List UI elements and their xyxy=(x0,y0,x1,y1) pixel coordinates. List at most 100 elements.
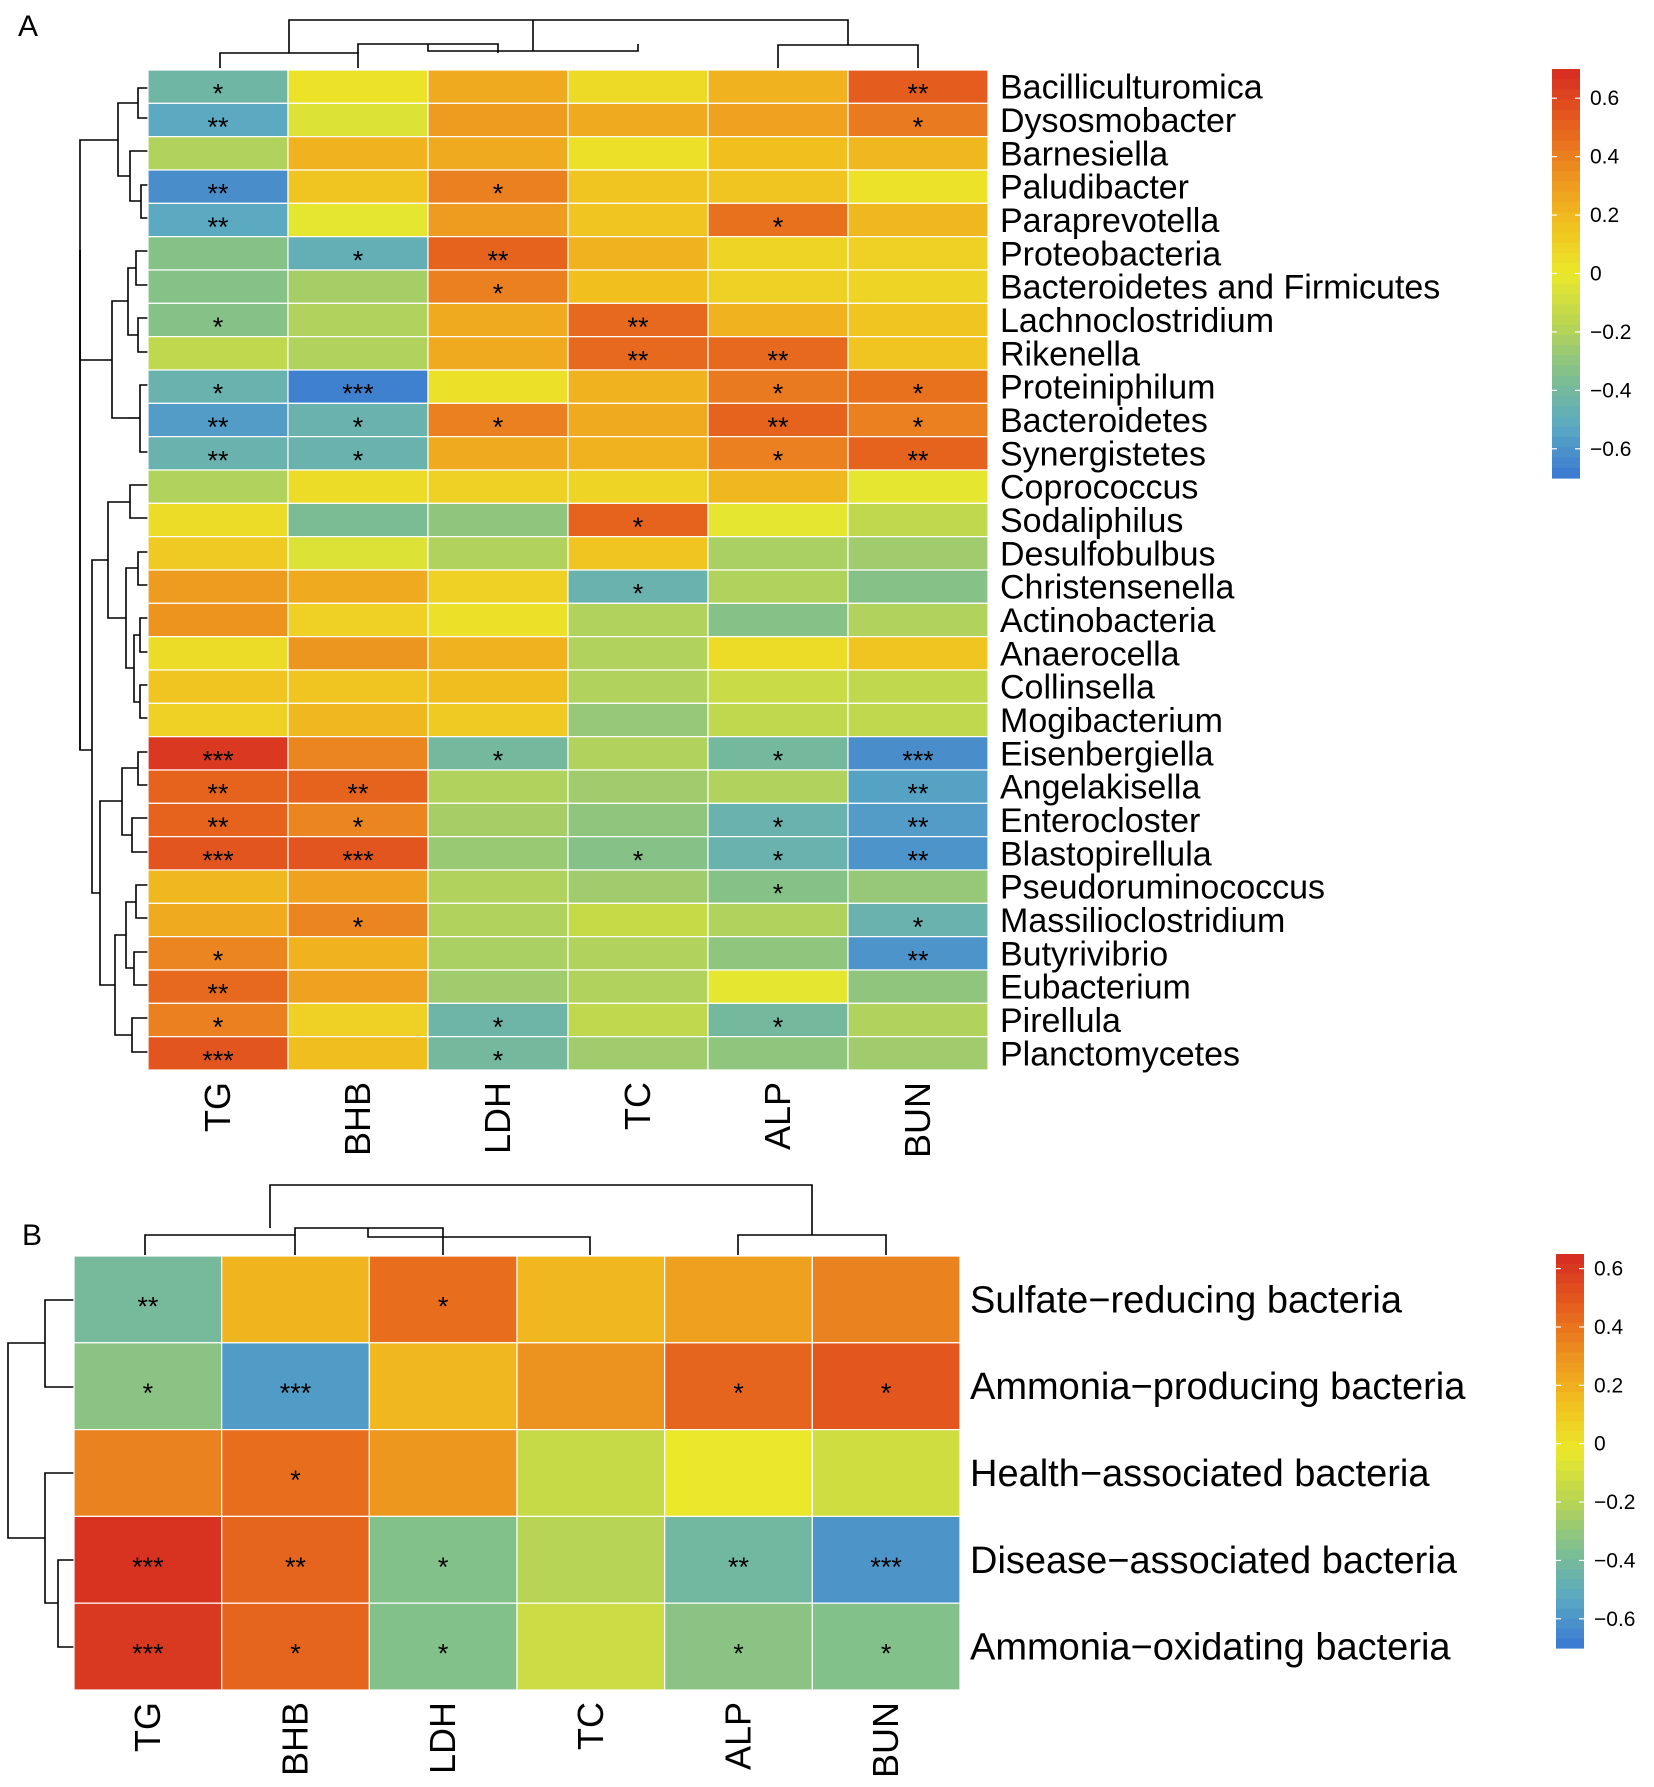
significance-marker: * xyxy=(773,745,784,775)
legend-color-segment xyxy=(1552,416,1580,428)
heatmap-cell xyxy=(147,602,289,638)
heatmap-cell xyxy=(147,1002,289,1038)
significance-marker: * xyxy=(493,179,504,209)
row-label-angelakisella: Angelakisella xyxy=(1000,769,1200,807)
row-label-sodaliphilus: Sodaliphilus xyxy=(1000,502,1183,540)
significance-marker: ** xyxy=(907,945,929,975)
heatmap-cell xyxy=(427,736,569,771)
legend-tick-label: 0.2 xyxy=(1594,1374,1623,1397)
heatmap-cell xyxy=(567,802,709,838)
heatmap-cell xyxy=(847,1036,989,1071)
row-label-bacteroidetes: Bacteroidetes xyxy=(1000,402,1208,440)
heatmap-cell xyxy=(427,769,569,804)
significance-marker: * xyxy=(353,245,364,275)
heatmap-cell xyxy=(427,502,569,538)
legend-color-segment xyxy=(1556,1421,1584,1432)
legend-color-segment xyxy=(1556,1263,1584,1275)
legend-color-segment xyxy=(1552,375,1580,387)
row-label-eisenbergiella: Eisenbergiella xyxy=(1000,735,1214,773)
legend-color-segment xyxy=(1552,232,1580,244)
heatmap-cell xyxy=(147,536,289,571)
significance-marker: * xyxy=(438,1552,449,1582)
significance-marker: * xyxy=(913,412,924,442)
significance-marker: * xyxy=(143,1378,154,1408)
significance-marker: ** xyxy=(207,212,229,242)
panel-b-letter: B xyxy=(22,1219,42,1252)
significance-marker: *** xyxy=(132,1552,164,1582)
heatmap-cell xyxy=(707,769,849,804)
significance-marker: * xyxy=(773,879,784,909)
legend-color-segment xyxy=(1556,1628,1584,1639)
legend-tick-label: −0.2 xyxy=(1590,321,1631,344)
legend-color-segment xyxy=(1556,1342,1584,1354)
legend-color-segment xyxy=(1556,1588,1584,1600)
significance-marker: *** xyxy=(870,1552,902,1582)
heatmap-cell xyxy=(287,569,429,604)
heatmap-cell xyxy=(147,736,289,771)
heatmap-cell xyxy=(287,636,429,671)
heatmap-cell xyxy=(567,236,709,271)
heatmap-cell xyxy=(147,402,289,438)
heatmap-cell xyxy=(73,1602,223,1691)
column-label-bhb: BHB xyxy=(337,1082,378,1156)
heatmap-cell xyxy=(427,902,569,938)
heatmap-cell xyxy=(73,1255,223,1344)
legend-color-segment xyxy=(1556,1618,1584,1629)
heatmap-cell xyxy=(847,702,989,738)
heatmap-cell xyxy=(567,436,709,471)
heatmap-cell xyxy=(427,136,569,171)
legend-color-segment xyxy=(1556,1283,1584,1294)
heatmap-cell xyxy=(73,1515,223,1604)
significance-marker: * xyxy=(213,1012,224,1042)
legend-color-segment xyxy=(1552,120,1580,131)
heatmap-cell xyxy=(847,302,989,338)
significance-marker: ** xyxy=(627,312,649,342)
heatmap-cell xyxy=(664,1602,813,1691)
legend-color-segment xyxy=(1552,396,1580,408)
heatmap-cell xyxy=(567,602,709,638)
legend-color-segment xyxy=(1552,253,1580,264)
heatmap-cell xyxy=(147,1036,289,1071)
heatmap-cell xyxy=(147,936,289,971)
legend-color-segment xyxy=(1552,385,1580,397)
heatmap-cell xyxy=(147,869,289,904)
heatmap-cell xyxy=(147,669,289,704)
row-label-health-associated-bacteria: Health−associated bacteria xyxy=(970,1453,1430,1495)
heatmap-cell xyxy=(567,202,709,238)
heatmap-cell xyxy=(147,836,289,871)
legend-color-segment xyxy=(1556,1322,1584,1334)
row-label-proteobacteria: Proteobacteria xyxy=(1000,235,1221,273)
legend-tick-label: 0.4 xyxy=(1590,146,1620,169)
heatmap-cell xyxy=(847,202,989,238)
row-label-proteiniphilum: Proteiniphilum xyxy=(1000,369,1215,407)
legend-color-segment xyxy=(1556,1470,1584,1482)
heatmap-cell xyxy=(664,1428,813,1517)
row-label-blastopirellula: Blastopirellula xyxy=(1000,835,1212,873)
significance-marker: ** xyxy=(207,445,229,475)
heatmap-cell xyxy=(287,602,429,638)
legend-color-segment xyxy=(1552,324,1580,336)
heatmap-cell xyxy=(847,469,989,504)
heatmap-cell xyxy=(427,602,569,638)
row-label-eubacterium: Eubacterium xyxy=(1000,969,1191,1007)
heatmap-cell xyxy=(427,69,569,104)
legend-color-segment xyxy=(1556,1451,1584,1462)
heatmap-cell xyxy=(567,769,709,804)
legend-color-segment xyxy=(1552,314,1580,326)
legend-color-segment xyxy=(1556,1559,1584,1570)
row-label-pseudoruminococcus: Pseudoruminococcus xyxy=(1000,869,1325,907)
legend-color-segment xyxy=(1556,1313,1584,1324)
heatmap-cell xyxy=(707,469,849,504)
significance-marker: * xyxy=(913,112,924,142)
heatmap-cell xyxy=(567,502,709,538)
heatmap-cell xyxy=(567,969,709,1004)
legend-color-segment xyxy=(1552,304,1580,315)
heatmap-cell xyxy=(707,102,849,138)
heatmap-cell xyxy=(147,136,289,171)
heatmap-cell xyxy=(221,1602,370,1691)
heatmap-cell xyxy=(847,136,989,171)
row-label-paludibacter: Paludibacter xyxy=(1000,169,1189,207)
column-label-alp: ALP xyxy=(718,1702,759,1770)
heatmap-cell xyxy=(147,769,289,804)
heatmap-cell xyxy=(707,69,849,104)
